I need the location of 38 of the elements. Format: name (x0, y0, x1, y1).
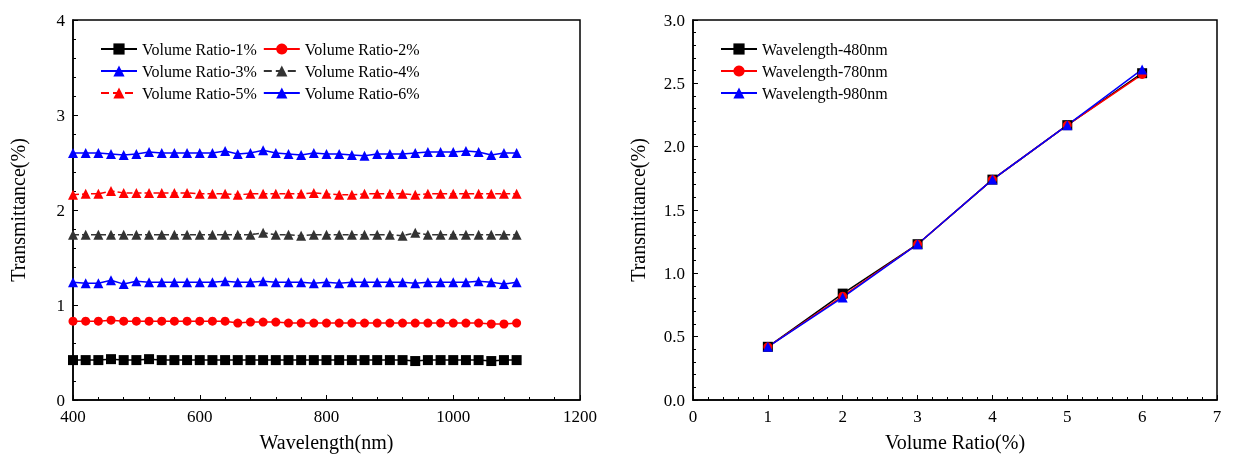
y-tick-label: 1 (56, 295, 65, 315)
x-tick-label: 3 (913, 407, 922, 426)
y-tick-label: 2.5 (663, 73, 685, 93)
y-tick-label: 4 (56, 10, 66, 30)
y-tick-label: 2.0 (663, 137, 685, 157)
x-tick-label: 600 (187, 407, 213, 426)
x-tick-label: 1000 (436, 407, 471, 426)
x-tick-label: 1 (763, 407, 773, 426)
x-axis-title: Wavelength(nm) (259, 431, 394, 454)
legend-label: Wavelength-980nm (762, 84, 889, 103)
legend-label: Volume Ratio-3% (142, 62, 257, 80)
y-tick-label: 3.0 (663, 10, 685, 30)
x-tick-label: 2 (838, 407, 847, 426)
y-axis-title: Transmittance(%) (7, 138, 30, 282)
x-tick-label: 1200 (563, 407, 597, 426)
legend-label: Wavelength-780nm (762, 62, 889, 81)
legend-label: Volume Ratio-2% (304, 40, 420, 58)
legend-label: Wavelength-480nm (762, 40, 889, 59)
x-tick-label: 5 (1063, 407, 1072, 426)
y-tick-label: 0 (56, 390, 65, 410)
x-axis-title: Volume Ratio(%) (884, 431, 1026, 454)
y-tick-label: 3 (56, 105, 65, 125)
legend-label: Volume Ratio-4% (304, 62, 420, 80)
y-axis-title: Transmittance(%) (627, 138, 650, 282)
y-tick-label: 1.5 (663, 200, 685, 220)
y-tick-label: 1.0 (663, 263, 685, 283)
x-tick-label: 6 (1137, 407, 1147, 426)
legend-label: Volume Ratio-5% (142, 84, 257, 102)
x-tick-label: 4 (988, 407, 998, 426)
x-tick-label: 0 (688, 407, 698, 426)
x-tick-label: 7 (1212, 407, 1222, 426)
legend-label: Volume Ratio-6% (304, 84, 420, 102)
x-tick-label: 800 (313, 407, 340, 426)
legend-label: Volume Ratio-1% (142, 40, 257, 58)
y-tick-label: 0.5 (663, 327, 685, 347)
y-tick-label: 0.0 (663, 390, 685, 410)
x-tick-label: 400 (60, 407, 86, 426)
y-tick-label: 2 (56, 200, 65, 220)
